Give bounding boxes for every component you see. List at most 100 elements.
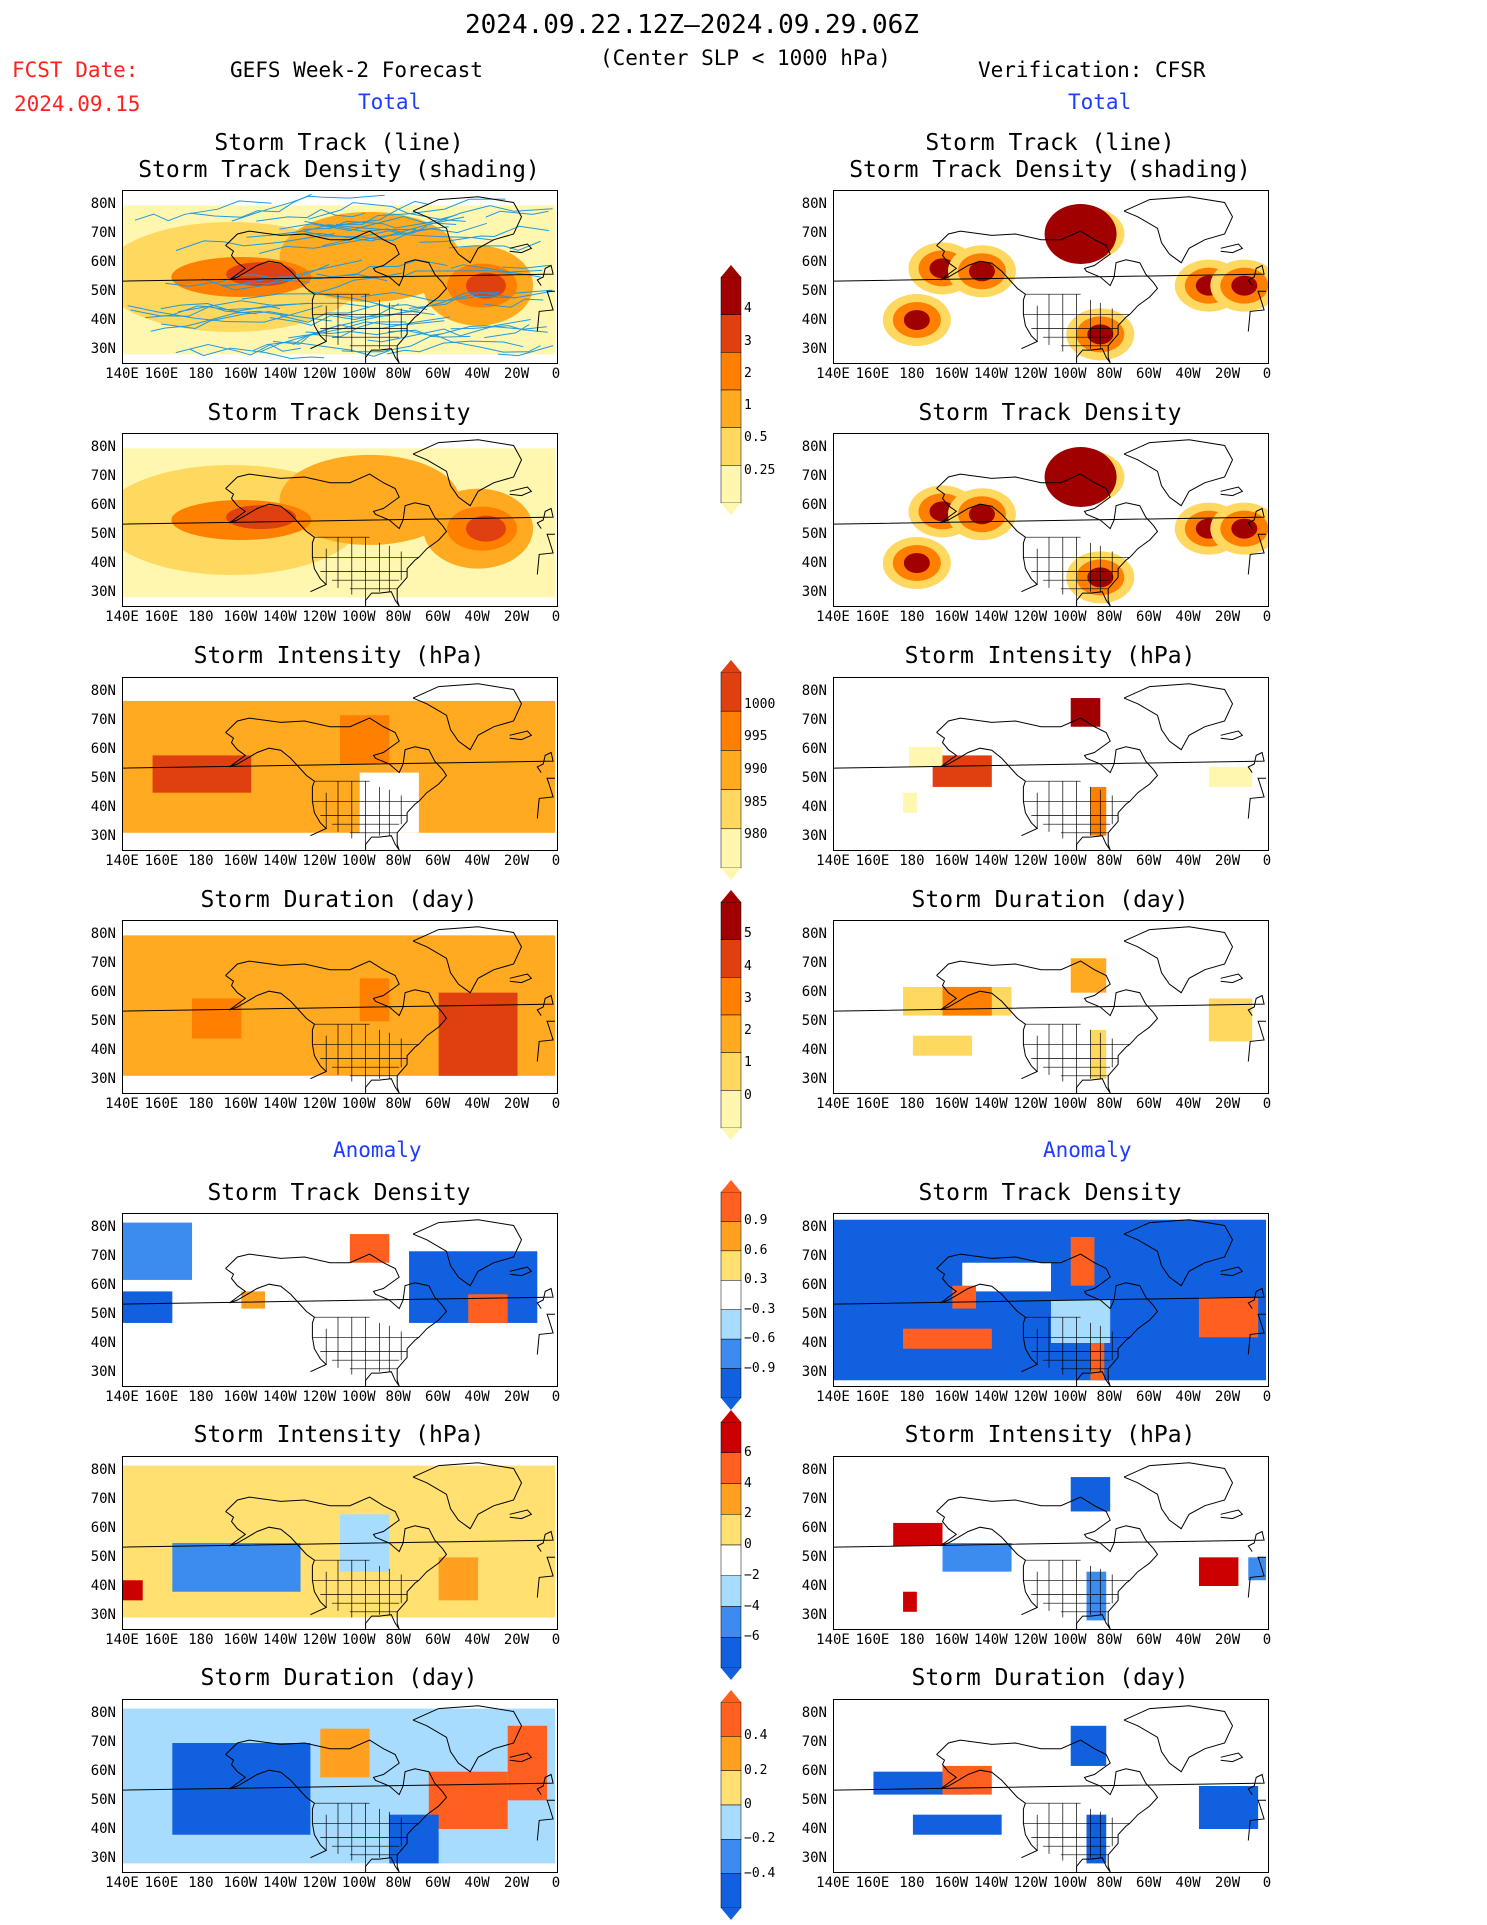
density-total-colorbar bbox=[720, 265, 742, 515]
anom-fill bbox=[1198, 1786, 1259, 1829]
lon-label: 120W bbox=[302, 1875, 337, 1891]
anom-fill bbox=[172, 1543, 301, 1592]
lon-label: 140E bbox=[105, 1389, 139, 1405]
lon-label: 80W bbox=[1096, 853, 1122, 869]
colorbar-label: 5 bbox=[744, 926, 752, 942]
lon-label: 160W bbox=[223, 1096, 258, 1112]
lat-label: 60N bbox=[801, 497, 827, 513]
colorbar-label: 4 bbox=[744, 1475, 752, 1491]
lon-label: 140W bbox=[973, 609, 1008, 625]
lat-label: 30N bbox=[801, 341, 827, 357]
colorbar-segment bbox=[720, 1804, 742, 1840]
panel-title: Storm Intensity (hPa) bbox=[193, 1422, 485, 1448]
colorbar-label: −0.9 bbox=[744, 1360, 776, 1376]
lon-label: 80W bbox=[1096, 1096, 1122, 1112]
intensity-fill bbox=[1070, 698, 1101, 727]
lon-label: 180 bbox=[899, 609, 925, 625]
colorbar-label: 6 bbox=[744, 1444, 752, 1460]
lat-label: 60N bbox=[801, 1520, 827, 1536]
anom-fill bbox=[1198, 1557, 1239, 1586]
anom-fill bbox=[942, 1765, 992, 1795]
coastline bbox=[834, 1219, 1266, 1386]
colorbar-segment bbox=[720, 1606, 742, 1638]
lon-label: 100W bbox=[341, 853, 376, 869]
lat-label: 80N bbox=[90, 196, 116, 212]
anom-fill bbox=[903, 1328, 992, 1349]
panel-title: Storm Intensity (hPa) bbox=[904, 1422, 1196, 1448]
density-blob bbox=[1044, 447, 1117, 507]
lon-label: 0 bbox=[1262, 366, 1272, 382]
lon-label: 40W bbox=[464, 609, 490, 625]
lat-label: 50N bbox=[90, 770, 116, 786]
anom-fill bbox=[1070, 1477, 1111, 1512]
lon-label: 0 bbox=[551, 609, 561, 625]
colorbar-segment bbox=[720, 1421, 742, 1453]
lat-label: 30N bbox=[90, 1607, 116, 1623]
lat-label: 80N bbox=[801, 1219, 827, 1235]
lat-label: 70N bbox=[801, 712, 827, 728]
lon-label: 40W bbox=[1175, 1875, 1201, 1891]
colorbar-cap bbox=[721, 265, 741, 277]
coastline bbox=[123, 1462, 555, 1629]
storm-track-lines bbox=[127, 193, 554, 360]
panel-title: Storm Duration (day) bbox=[200, 1665, 478, 1691]
lon-label: 160E bbox=[144, 1389, 179, 1405]
right-adensity-map bbox=[833, 1213, 1269, 1387]
lat-label: 60N bbox=[90, 254, 116, 270]
lat-label: 40N bbox=[801, 1578, 827, 1594]
lon-label: 120W bbox=[302, 609, 337, 625]
left-adensity-map bbox=[122, 1213, 558, 1387]
lat-label: 50N bbox=[801, 770, 827, 786]
anom-fill bbox=[1248, 1557, 1267, 1581]
lon-label: 40W bbox=[464, 1389, 490, 1405]
lat-label: 80N bbox=[801, 439, 827, 455]
lon-label: 160W bbox=[934, 1632, 969, 1648]
coastline bbox=[123, 196, 555, 363]
density-blob bbox=[1231, 518, 1258, 539]
lon-label: 120W bbox=[302, 1096, 337, 1112]
lon-label: 160W bbox=[934, 1096, 969, 1112]
lon-label: 160E bbox=[144, 1632, 179, 1648]
colorbar-cap bbox=[721, 868, 741, 880]
intensity-total-colorbar bbox=[720, 660, 742, 880]
lon-label: 100W bbox=[341, 1096, 376, 1112]
colorbar-label: 2 bbox=[744, 1506, 752, 1522]
density-blob bbox=[903, 553, 930, 573]
coastline bbox=[123, 926, 555, 1093]
colorbar-segment bbox=[720, 1544, 742, 1576]
lat-label: 80N bbox=[90, 1462, 116, 1478]
lat-label: 60N bbox=[90, 497, 116, 513]
lat-label: 40N bbox=[90, 1821, 116, 1837]
lon-label: 40W bbox=[464, 366, 490, 382]
anom-fill bbox=[468, 1294, 508, 1323]
density-anom-colorbar bbox=[720, 1180, 742, 1410]
lat-label: 70N bbox=[801, 1491, 827, 1507]
lat-label: 40N bbox=[90, 1578, 116, 1594]
density-blob bbox=[968, 504, 995, 525]
lon-label: 0 bbox=[551, 366, 561, 382]
colorbar-label: −0.2 bbox=[744, 1831, 776, 1847]
lon-label: 160E bbox=[855, 609, 890, 625]
lon-label: 40W bbox=[1175, 1389, 1201, 1405]
colorbar-label: −0.4 bbox=[744, 1865, 776, 1881]
lon-label: 140E bbox=[105, 366, 139, 382]
colorbar-label: 1 bbox=[744, 398, 752, 414]
lon-label: 120W bbox=[1013, 609, 1048, 625]
colorbar-segment bbox=[720, 789, 742, 830]
coastline bbox=[123, 1219, 555, 1386]
colorbar-cap bbox=[721, 503, 741, 515]
lon-label: 160W bbox=[934, 609, 969, 625]
lon-label: 20W bbox=[503, 366, 530, 382]
density-blob bbox=[1231, 275, 1258, 296]
lat-label: 50N bbox=[90, 1306, 116, 1322]
colorbar-segment bbox=[720, 1014, 742, 1053]
lon-label: 60W bbox=[424, 1875, 451, 1891]
colorbar-label: −6 bbox=[744, 1629, 760, 1645]
lat-label: 50N bbox=[801, 1013, 827, 1029]
colorbar-label: −2 bbox=[744, 1567, 760, 1583]
colorbar-segment bbox=[720, 828, 742, 869]
colorbar-segment bbox=[720, 352, 742, 391]
right-aintensity-map bbox=[833, 1456, 1269, 1630]
lon-label: 120W bbox=[1013, 1875, 1048, 1891]
lon-label: 100W bbox=[341, 1632, 376, 1648]
